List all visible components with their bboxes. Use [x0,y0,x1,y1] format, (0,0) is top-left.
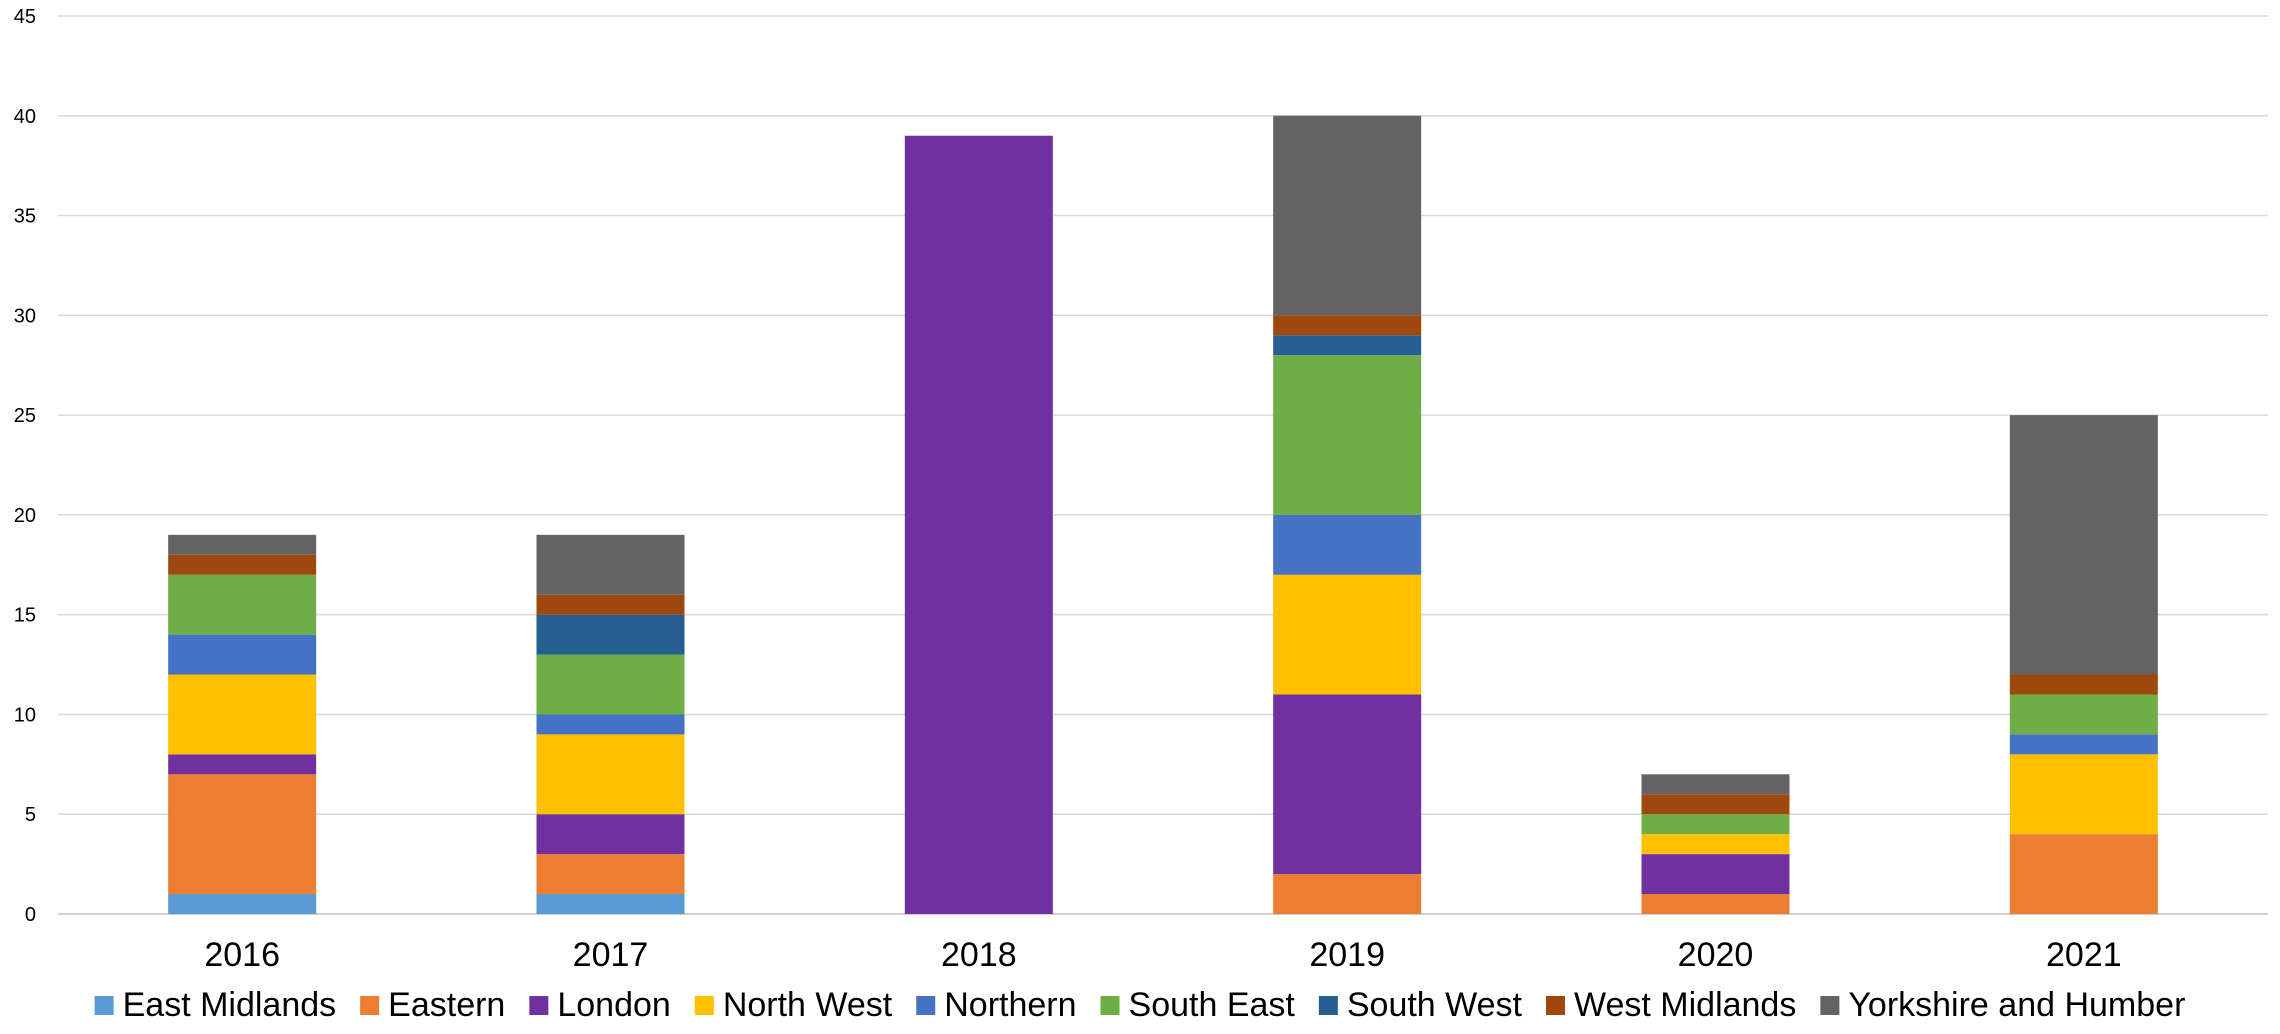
x-tick-label-2017: 2017 [573,936,649,974]
legend-swatch [1546,996,1565,1015]
bar-2017-north-west [536,734,685,815]
legend-item-north-west: North West [694,986,893,1024]
legend-item-south-east: South East [1100,986,1296,1024]
y-tick-label: 15 [14,605,36,627]
bar-2017-west-midlands [536,594,685,615]
bar-2021-eastern [2009,834,2158,914]
bar-2017-eastern [536,854,685,895]
legend-item-west-midlands: West Midlands [1546,986,1796,1024]
bar-2016-west-midlands [168,554,317,575]
y-tick-label: 5 [25,804,36,826]
x-tick-label-2019: 2019 [1309,936,1385,974]
bar-2016-east-midlands [168,894,317,914]
bar-2017-east-midlands [536,894,685,914]
y-tick-label: 25 [14,405,36,427]
y-tick-label: 45 [14,6,36,28]
x-axis: 2016 2017 2018 2019 2020 2021 [204,936,2121,974]
legend-item-south-west: South West [1318,986,1523,1024]
y-axis: 0 5 10 15 20 25 30 35 40 45 [14,6,36,926]
y-tick-label: 20 [14,505,36,527]
legend-item-northern: Northern [916,986,1077,1024]
bar-2016-eastern [168,774,317,895]
legend-swatch [529,996,549,1015]
bar-2017-yorkshire-and-humber [536,534,685,595]
legend-label: South West [1347,986,1523,1024]
bar-2020-north-west [1641,834,1790,855]
bar-2017-northern [536,714,685,735]
bar-2020-south-east [1641,814,1790,835]
legend-item-london: London [529,986,671,1024]
y-tick-label: 35 [14,206,36,228]
bar-2021-south-east [2009,694,2158,735]
bar-2019-london [1273,694,1422,875]
bar-2016-north-west [168,674,317,755]
bar-2021-yorkshire-and-humber [2009,415,2158,675]
bar-2017-south-west [536,614,685,655]
legend-label: Yorkshire and Humber [1848,986,2185,1024]
bar-2016-south-east [168,574,317,635]
legend-swatch [1820,996,1840,1015]
legend-label: South East [1129,986,1296,1024]
legend-item-eastern: Eastern [360,986,505,1024]
bar-2019-west-midlands [1273,315,1422,336]
bar-2016-northern [168,634,317,675]
legend-swatch [1100,996,1120,1015]
legend-item-east-midlands: East Midlands [94,986,337,1024]
bar-2019-south-east [1273,355,1422,515]
gridlines [58,15,2268,915]
legend: East Midlands Eastern London North West Nort… [94,986,2185,1024]
legend-swatch [1318,996,1338,1015]
legend-swatch [94,996,114,1015]
bar-2016-yorkshire-and-humber [168,534,317,555]
bar-2016-london [168,754,317,775]
legend-label: East Midlands [123,986,337,1024]
y-tick-label: 0 [25,904,36,926]
bar-2021-north-west [2009,754,2158,835]
legend-label: London [557,986,670,1024]
legend-label: Northern [944,986,1076,1024]
legend-label: North West [723,986,893,1024]
bar-2019-northern [1273,514,1422,575]
bar-2019-eastern [1273,874,1422,914]
legend-label: West Midlands [1574,986,1796,1024]
legend-swatch [916,996,936,1015]
bar-2019-yorkshire-and-humber [1273,115,1422,316]
legend-item-yorkshire-and-humber: Yorkshire and Humber [1820,986,2185,1024]
x-tick-label-2016: 2016 [204,936,280,974]
legend-label: Eastern [388,986,505,1024]
bar-2019-south-west [1273,335,1422,356]
bar-2018-london [904,135,1053,914]
bar-2020-eastern [1641,894,1790,914]
legend-swatch [694,996,714,1015]
legend-swatch [360,996,380,1015]
bar-2017-london [536,814,685,855]
x-tick-label-2020: 2020 [1678,936,1754,974]
x-tick-label-2018: 2018 [941,936,1017,974]
bar-2017-south-east [536,654,685,715]
bar-2020-west-midlands [1641,794,1790,815]
bar-2021-northern [2009,734,2158,755]
bar-2020-yorkshire-and-humber [1641,774,1790,795]
bar-2021-west-midlands [2009,674,2158,695]
y-tick-label: 10 [14,704,36,726]
y-tick-label: 30 [14,305,36,327]
bar-2019-north-west [1273,574,1422,695]
x-tick-label-2021: 2021 [2046,936,2122,974]
bar-2020-london [1641,854,1790,895]
y-tick-label: 40 [14,106,36,128]
bars [168,115,2158,914]
